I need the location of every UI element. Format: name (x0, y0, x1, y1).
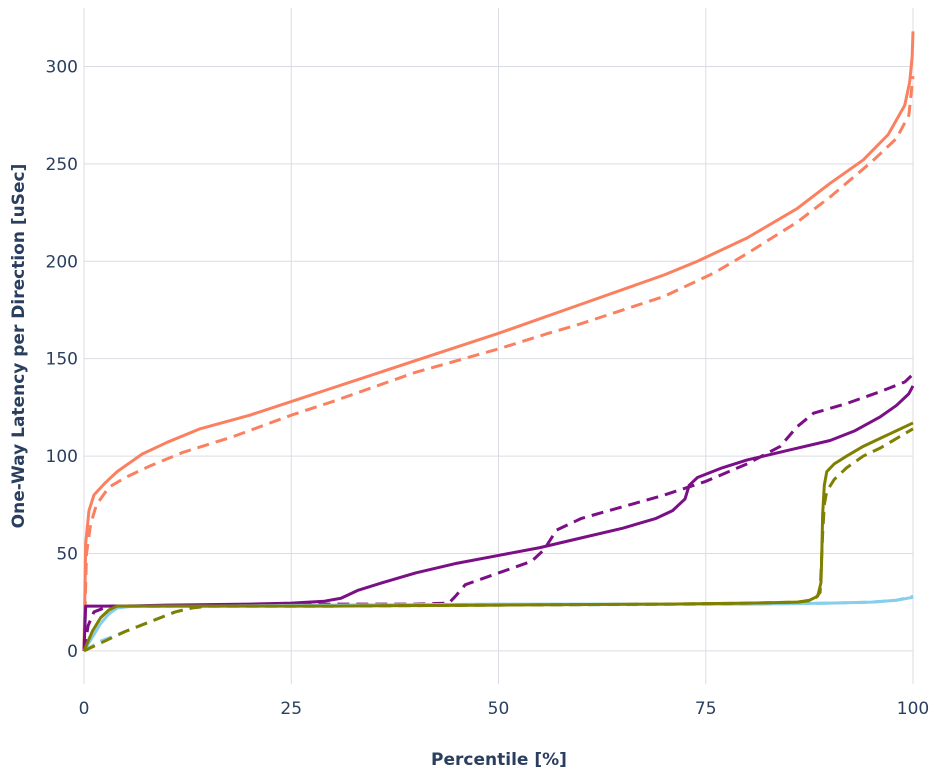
y-tick-label: 250 (46, 155, 78, 175)
x-axis-ticks: 0 25 50 75 100 (79, 699, 930, 719)
x-tick-label: 100 (897, 699, 929, 719)
series-lines (82, 31, 915, 653)
y-tick-label: 200 (46, 252, 78, 272)
y-axis-ticks: 0 50 100 150 200 250 300 (46, 57, 78, 661)
x-axis-title: Percentile [%] (431, 750, 567, 770)
y-axis-title: One-Way Latency per Direction [uSec] (9, 164, 29, 529)
y-tick-label: 150 (46, 350, 78, 370)
grid (83, 8, 914, 684)
x-tick-label: 25 (280, 699, 302, 719)
x-tick-label: 75 (695, 699, 717, 719)
y-tick-label: 300 (46, 57, 78, 77)
x-tick-label: 50 (488, 699, 510, 719)
x-tick-label: 0 (79, 699, 90, 719)
y-tick-label: 0 (67, 642, 78, 662)
y-tick-label: 100 (46, 447, 78, 467)
series-line-2 (82, 76, 915, 651)
series-line-1 (82, 31, 915, 651)
y-tick-label: 50 (56, 544, 78, 564)
series-line-7 (82, 421, 914, 652)
